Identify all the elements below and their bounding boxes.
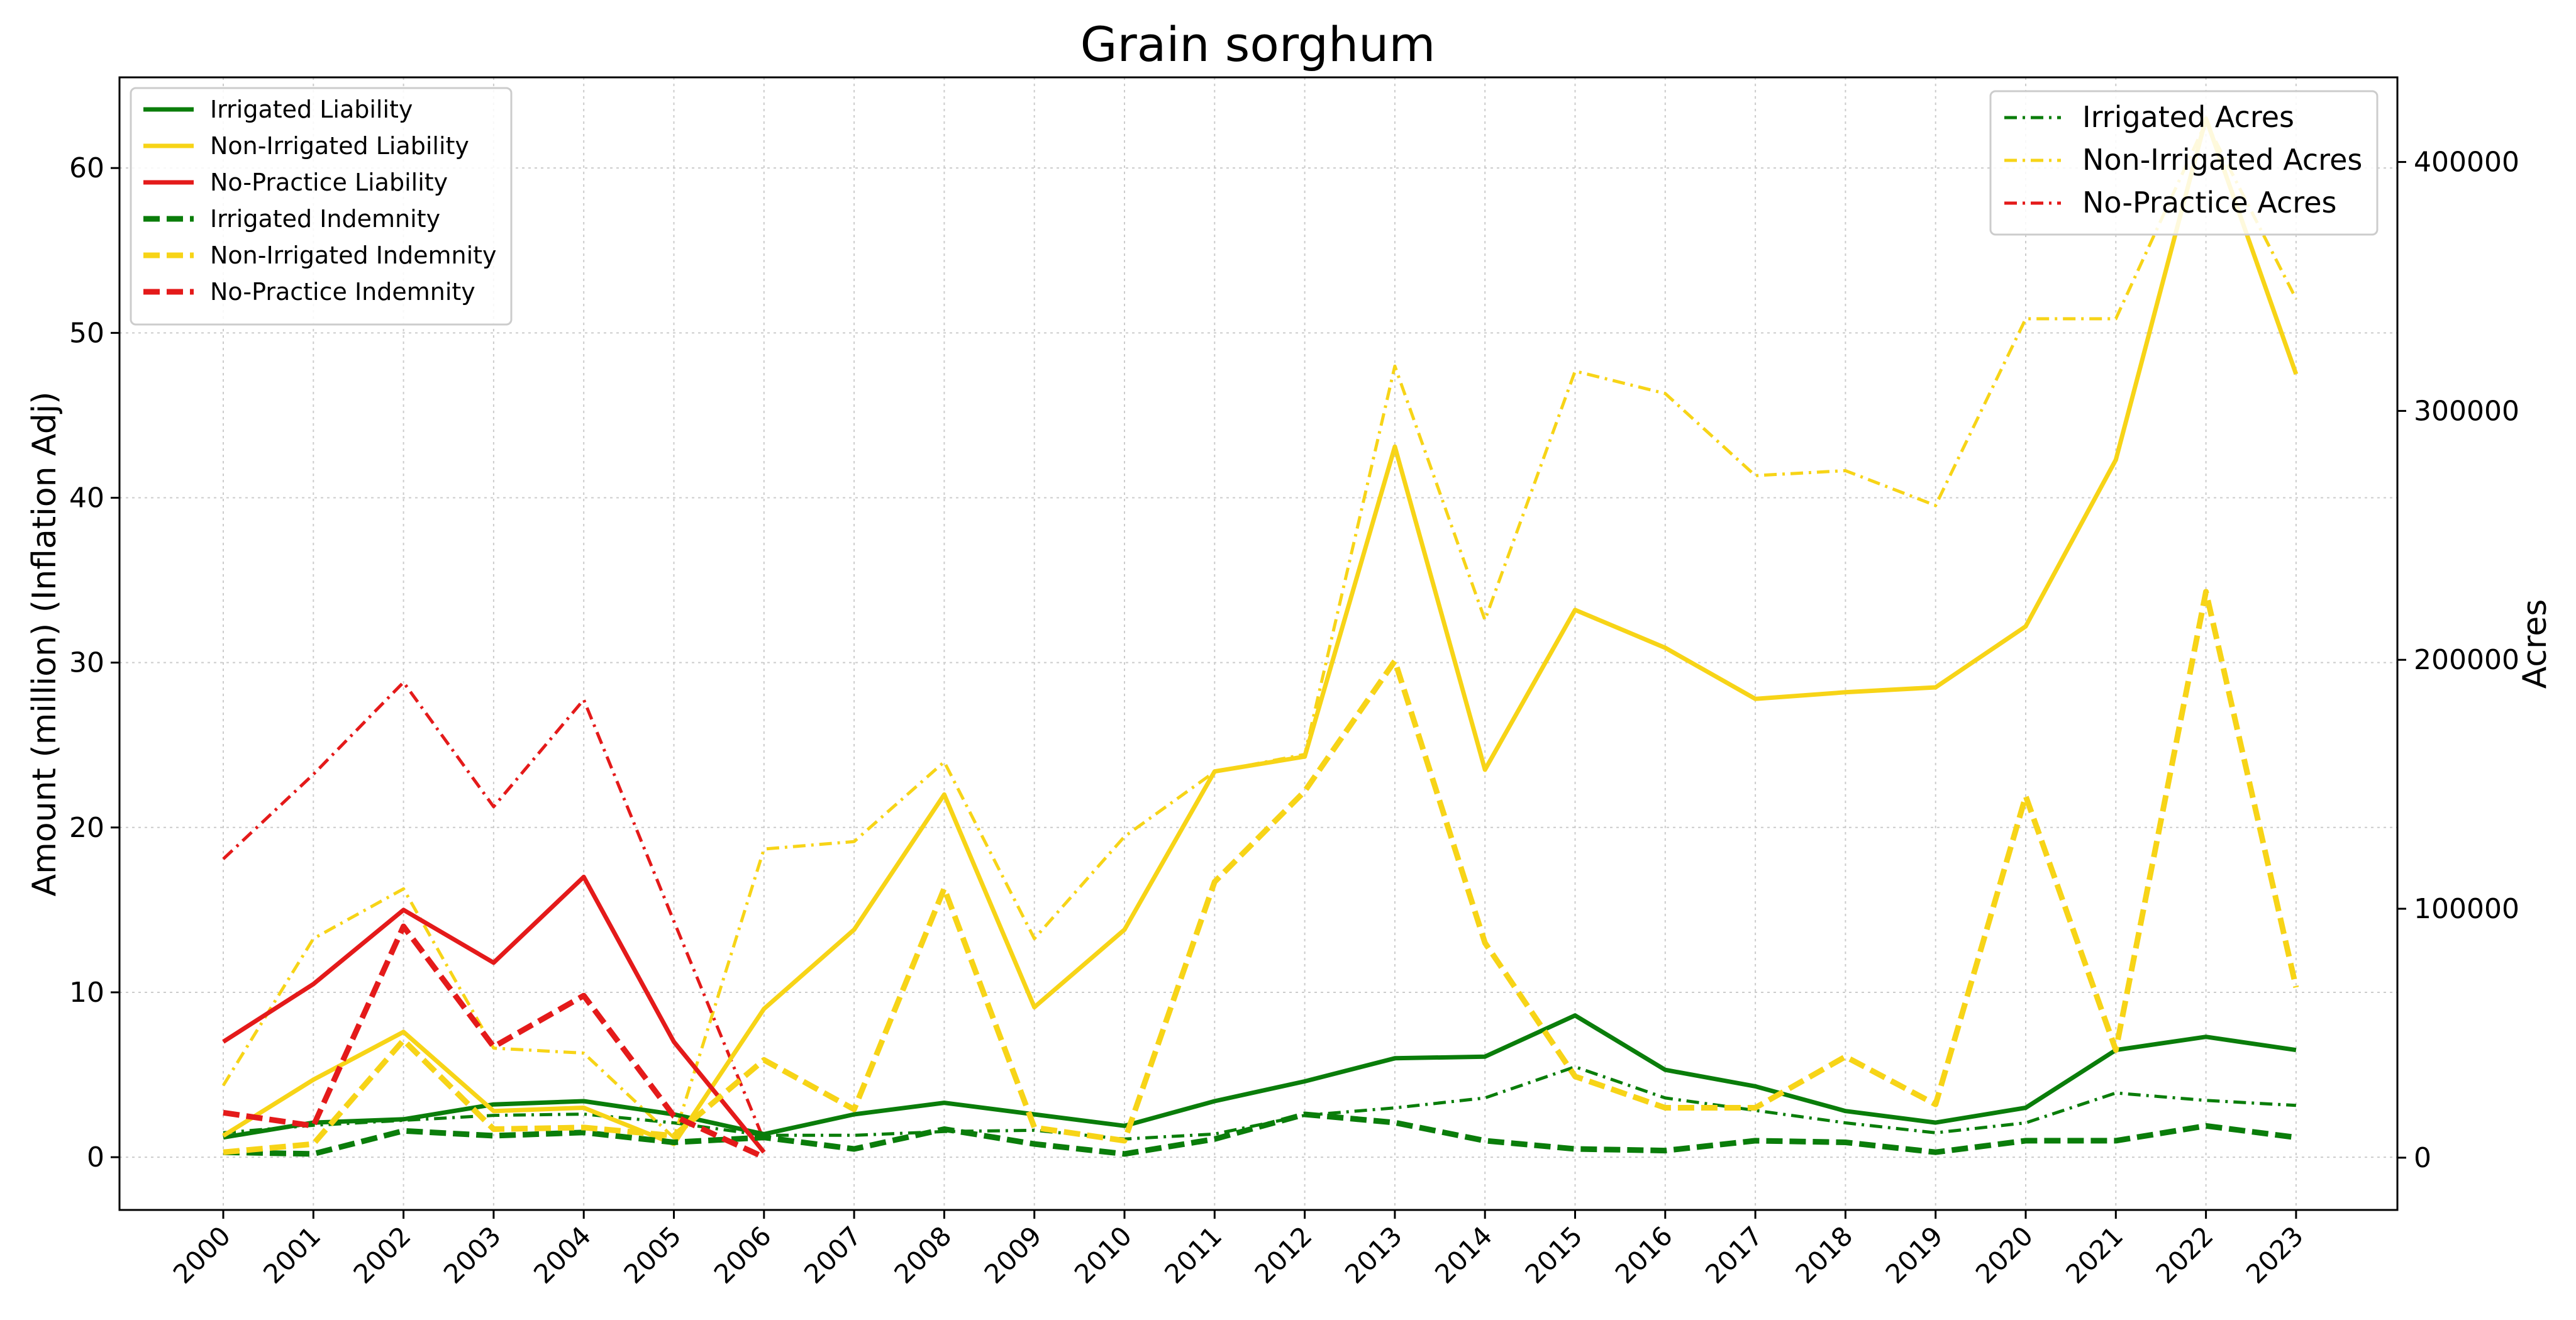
y-right-tick-label: 400000 (2414, 147, 2519, 179)
y-left-tick-label: 30 (69, 647, 104, 679)
legend-left-box (130, 87, 513, 326)
y-right-tick-label: 200000 (2414, 644, 2519, 676)
series-line-irrigated-liability (223, 1013, 2297, 1140)
y-left-tick-label: 20 (69, 812, 104, 844)
legend-left-label: Non-Irrigated Indemnity (210, 241, 497, 269)
y-left-tick-label: 50 (69, 317, 104, 349)
y-left-tick-label: 40 (69, 482, 104, 514)
plot-frame (118, 76, 2399, 1211)
legend-right-label: Non-Irrigated Acres (2082, 143, 2362, 177)
series-layer (221, 116, 2299, 1160)
legend-left-label: No-Practice Liability (210, 169, 448, 196)
series-line-irrigated-indemnity (223, 1111, 2297, 1157)
legend-left-label: Non-Irrigated Liability (210, 132, 469, 160)
y-axis-right-label: Acres (2516, 599, 2554, 689)
legend-right: Irrigated Acres Non-Irrigated Acres No-Pra… (1989, 90, 2379, 236)
y-axis-left-label: Amount (million) (Inflation Adj) (26, 392, 64, 897)
legend-right-label: No-Practice Acres (2082, 186, 2336, 219)
series-line-non-irrigated-acres (221, 120, 2298, 1140)
legend-right-box (1989, 90, 2379, 236)
legend-left: Irrigated Liability Non-Irrigated Liabili… (130, 87, 513, 326)
series-line-no-practice-acres (222, 680, 766, 1141)
series-line-no-practice-liability (222, 874, 766, 1154)
y-right-tick-label: 300000 (2414, 395, 2519, 427)
chart-title: Grain sorghum (1080, 16, 1436, 72)
series-line-no-practice-indemnity (223, 923, 765, 1160)
series-line-non-irrigated-liability (222, 116, 2299, 1146)
legend-right-label: Irrigated Acres (2082, 100, 2294, 134)
legend-left-label: No-Practice Indemnity (210, 278, 475, 306)
y-left-tick-label: 0 (87, 1141, 104, 1173)
legend-left-label: Irrigated Liability (210, 96, 413, 123)
y-right-tick-label: 100000 (2414, 893, 2519, 925)
legend-left-label: Irrigated Indemnity (210, 205, 440, 233)
series-line-non-irrigated-indemnity (223, 589, 2299, 1155)
y-right-tick-label: 0 (2414, 1142, 2431, 1174)
y-left-tick-label: 60 (69, 152, 104, 184)
y-left-tick-label: 10 (69, 977, 104, 1009)
